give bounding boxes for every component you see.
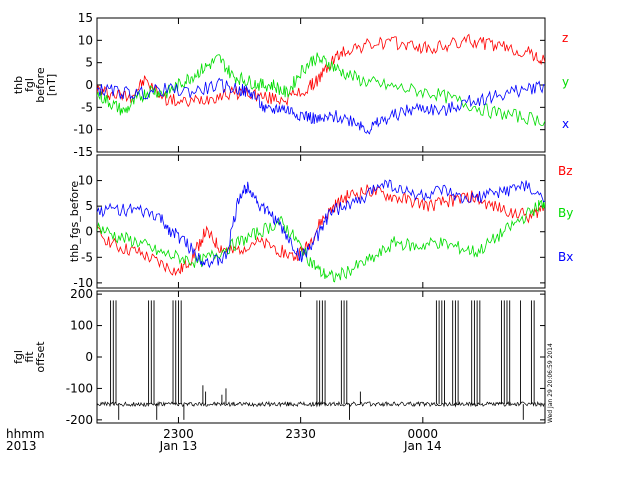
series-line-Bz — [97, 184, 545, 277]
legend-Bz: Bz — [558, 164, 573, 178]
y-tick-label: 5 — [85, 199, 93, 213]
legend-x: x — [562, 117, 569, 131]
y-axis-label: thb — [12, 76, 25, 94]
y-axis-label: thb_fgs_before — [68, 181, 81, 262]
panel-frame — [96, 154, 546, 289]
series-line-Bx — [97, 179, 545, 269]
y-tick-label: 0 — [85, 225, 93, 239]
legend-Bx: Bx — [558, 250, 573, 264]
y-axis-label: fgl — [12, 350, 25, 364]
y-tick-label: -10 — [73, 276, 93, 290]
y-tick-label: -10 — [73, 123, 93, 137]
y-tick-label: 10 — [78, 33, 93, 47]
y-tick-label: 15 — [78, 11, 93, 25]
y-axis-label: [nT] — [45, 74, 58, 96]
x-tick-label: 2300 — [163, 427, 194, 441]
y-tick-label: 5 — [85, 56, 93, 70]
x-axis-label: hhmm — [6, 427, 45, 441]
y-tick-label: 0 — [85, 350, 93, 364]
series-line-By — [97, 200, 545, 283]
series-line-x — [97, 77, 545, 135]
y-tick-label: -200 — [66, 413, 93, 427]
y-axis-label: fgl — [23, 78, 36, 92]
y-tick-label: 0 — [85, 78, 93, 92]
x-tick-label: 0000 — [408, 427, 439, 441]
y-tick-label: -100 — [66, 381, 93, 395]
x-tick-date: Jan 14 — [403, 439, 442, 453]
x-axis-label: 2013 — [6, 439, 37, 453]
x-tick-date: Jan 13 — [159, 439, 198, 453]
timestamp: Wed Jan 29 20:06:59 2014 — [547, 343, 554, 423]
offset-baseline — [97, 400, 545, 408]
y-tick-label: 10 — [78, 174, 93, 188]
legend-z: z — [562, 31, 568, 45]
y-tick-label: -5 — [81, 250, 93, 264]
y-axis-label: fit — [23, 351, 36, 363]
y-axis-label: before — [34, 67, 47, 103]
y-tick-label: 200 — [70, 287, 93, 301]
legend-y: y — [562, 75, 569, 89]
legend-By: By — [558, 206, 573, 220]
y-tick-label: -5 — [81, 100, 93, 114]
y-tick-label: -15 — [73, 145, 93, 159]
y-tick-label: 100 — [70, 319, 93, 333]
y-axis-label: offset — [34, 341, 47, 373]
x-tick-label: 2330 — [285, 427, 316, 441]
series-line-y — [97, 52, 545, 126]
